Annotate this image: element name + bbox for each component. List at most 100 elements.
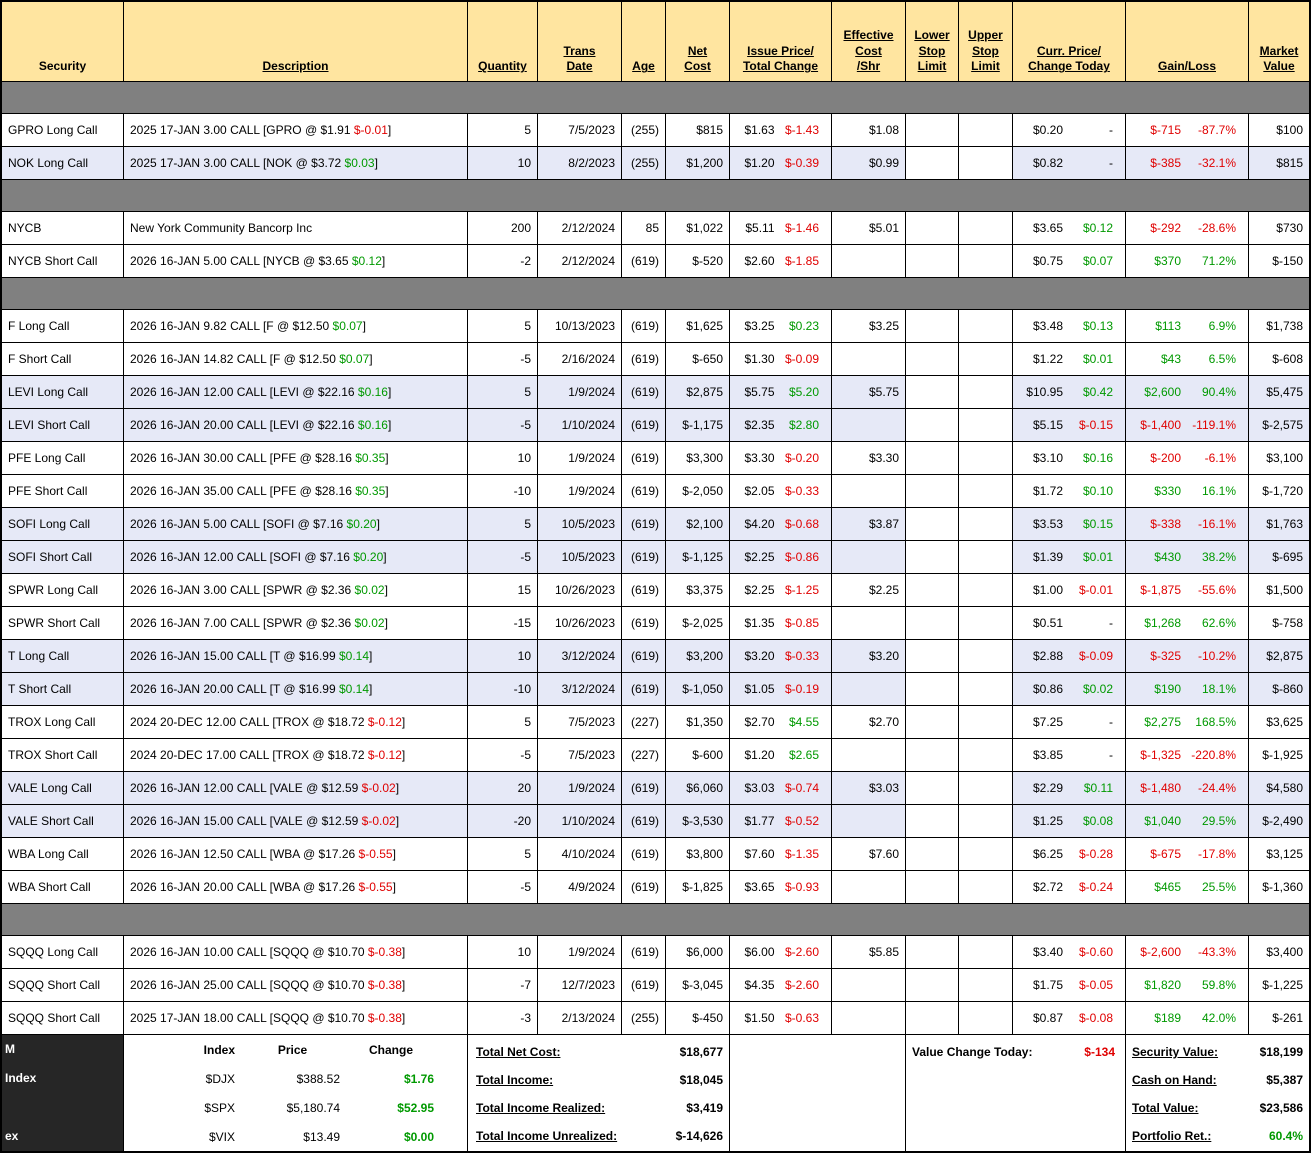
cell-net-cost[interactable]: $6,000 <box>666 936 730 969</box>
cell-security[interactable]: SOFI Long Call <box>2 508 124 541</box>
cell-age[interactable]: (619) <box>622 245 666 278</box>
cell-age[interactable]: (619) <box>622 541 666 574</box>
cell-trans-date[interactable]: 7/5/2023 <box>538 739 622 772</box>
cell-age[interactable]: (619) <box>622 640 666 673</box>
cell-net-cost[interactable]: $1,022 <box>666 212 730 245</box>
cell-lower-stop-limit[interactable] <box>906 838 959 871</box>
cell-gain-loss[interactable]: $-1,400 -119.1% <box>1126 409 1249 442</box>
cell-net-cost[interactable]: $3,375 <box>666 574 730 607</box>
cell-description[interactable]: 2026 16-JAN 20.00 CALL [T @ $16.99 $0.14… <box>124 673 468 706</box>
cell-age[interactable]: (227) <box>622 739 666 772</box>
cell-trans-date[interactable]: 1/9/2024 <box>538 475 622 508</box>
cell-description[interactable]: 2024 20-DEC 17.00 CALL [TROX @ $18.72 $-… <box>124 739 468 772</box>
cell-net-cost[interactable]: $2,100 <box>666 508 730 541</box>
cell-trans-date[interactable]: 1/9/2024 <box>538 936 622 969</box>
cell-effective-cost[interactable] <box>832 1002 906 1035</box>
cell-market-value[interactable]: $-2,575 <box>1249 409 1309 442</box>
cell-age[interactable]: (619) <box>622 772 666 805</box>
cell-market-value[interactable]: $5,475 <box>1249 376 1309 409</box>
cell-description[interactable]: 2026 16-JAN 12.00 CALL [VALE @ $12.59 $-… <box>124 772 468 805</box>
column-header-security[interactable]: Security <box>2 2 124 82</box>
cell-security[interactable]: SQQQ Short Call <box>2 1002 124 1035</box>
cell-net-cost[interactable]: $3,800 <box>666 838 730 871</box>
cell-effective-cost[interactable]: $7.60 <box>832 838 906 871</box>
column-header-market-value[interactable]: Market Value <box>1249 2 1309 82</box>
cell-trans-date[interactable]: 1/9/2024 <box>538 442 622 475</box>
cell-curr-price[interactable]: $2.88 $-0.09 <box>1013 640 1126 673</box>
cell-trans-date[interactable]: 12/7/2023 <box>538 969 622 1002</box>
cell-effective-cost[interactable] <box>832 871 906 904</box>
cell-market-value[interactable]: $3,100 <box>1249 442 1309 475</box>
cell-trans-date[interactable]: 4/10/2024 <box>538 838 622 871</box>
cell-effective-cost[interactable] <box>832 409 906 442</box>
cell-market-value[interactable]: $-150 <box>1249 245 1309 278</box>
cell-curr-price[interactable]: $2.72 $-0.24 <box>1013 871 1126 904</box>
cell-description[interactable]: 2026 16-JAN 12.50 CALL [WBA @ $17.26 $-0… <box>124 838 468 871</box>
column-header-curr-price[interactable]: Curr. Price/Change Today <box>1013 2 1126 82</box>
cell-upper-stop-limit[interactable] <box>959 772 1013 805</box>
cell-gain-loss[interactable]: $-1,325 -220.8% <box>1126 739 1249 772</box>
column-header-lower-stop-limit[interactable]: Lower Stop Limit <box>906 2 959 82</box>
cell-lower-stop-limit[interactable] <box>906 640 959 673</box>
cell-trans-date[interactable]: 1/10/2024 <box>538 805 622 838</box>
cell-issue-price[interactable]: $3.03 $-0.74 <box>730 772 832 805</box>
cell-lower-stop-limit[interactable] <box>906 245 959 278</box>
column-header-issue-price[interactable]: Issue Price/Total Change <box>730 2 832 82</box>
cell-age[interactable]: (619) <box>622 838 666 871</box>
cell-age[interactable]: (619) <box>622 475 666 508</box>
cell-description[interactable]: 2026 16-JAN 20.00 CALL [LEVI @ $22.16 $0… <box>124 409 468 442</box>
cell-market-value[interactable]: $-860 <box>1249 673 1309 706</box>
cell-market-value[interactable]: $100 <box>1249 114 1309 147</box>
cell-upper-stop-limit[interactable] <box>959 442 1013 475</box>
cell-quantity[interactable]: -20 <box>468 805 538 838</box>
cell-upper-stop-limit[interactable] <box>959 475 1013 508</box>
cell-gain-loss[interactable]: $1,268 62.6% <box>1126 607 1249 640</box>
cell-gain-loss[interactable]: $-2,600 -43.3% <box>1126 936 1249 969</box>
cell-quantity[interactable]: 5 <box>468 310 538 343</box>
cell-lower-stop-limit[interactable] <box>906 607 959 640</box>
cell-issue-price[interactable]: $2.60 $-1.85 <box>730 245 832 278</box>
column-header-trans-date[interactable]: Trans Date <box>538 2 622 82</box>
cell-curr-price[interactable]: $0.51 - <box>1013 607 1126 640</box>
cell-trans-date[interactable]: 10/13/2023 <box>538 310 622 343</box>
cell-effective-cost[interactable]: $3.25 <box>832 310 906 343</box>
cell-curr-price[interactable]: $2.29 $0.11 <box>1013 772 1126 805</box>
cell-quantity[interactable]: 10 <box>468 147 538 180</box>
cell-market-value[interactable]: $3,400 <box>1249 936 1309 969</box>
cell-security[interactable]: TROX Short Call <box>2 739 124 772</box>
cell-issue-price[interactable]: $4.35 $-2.60 <box>730 969 832 1002</box>
cell-description[interactable]: 2025 17-JAN 3.00 CALL [GPRO @ $1.91 $-0.… <box>124 114 468 147</box>
cell-gain-loss[interactable]: $330 16.1% <box>1126 475 1249 508</box>
cell-upper-stop-limit[interactable] <box>959 147 1013 180</box>
cell-lower-stop-limit[interactable] <box>906 1002 959 1035</box>
cell-upper-stop-limit[interactable] <box>959 541 1013 574</box>
cell-quantity[interactable]: -5 <box>468 409 538 442</box>
cell-age[interactable]: (619) <box>622 310 666 343</box>
cell-lower-stop-limit[interactable] <box>906 739 959 772</box>
cell-security[interactable]: T Long Call <box>2 640 124 673</box>
cell-upper-stop-limit[interactable] <box>959 343 1013 376</box>
cell-age[interactable]: (619) <box>622 574 666 607</box>
cell-upper-stop-limit[interactable] <box>959 310 1013 343</box>
cell-description[interactable]: 2024 20-DEC 12.00 CALL [TROX @ $18.72 $-… <box>124 706 468 739</box>
cell-trans-date[interactable]: 10/26/2023 <box>538 574 622 607</box>
cell-age[interactable]: (619) <box>622 871 666 904</box>
cell-description[interactable]: 2026 16-JAN 15.00 CALL [T @ $16.99 $0.14… <box>124 640 468 673</box>
cell-market-value[interactable]: $-2,490 <box>1249 805 1309 838</box>
cell-quantity[interactable]: -15 <box>468 607 538 640</box>
cell-curr-price[interactable]: $1.39 $0.01 <box>1013 541 1126 574</box>
cell-gain-loss[interactable]: $2,600 90.4% <box>1126 376 1249 409</box>
cell-security[interactable]: WBA Short Call <box>2 871 124 904</box>
cell-lower-stop-limit[interactable] <box>906 508 959 541</box>
cell-gain-loss[interactable]: $-675 -17.8% <box>1126 838 1249 871</box>
cell-security[interactable]: SOFI Short Call <box>2 541 124 574</box>
cell-net-cost[interactable]: $-3,530 <box>666 805 730 838</box>
cell-curr-price[interactable]: $5.15 $-0.15 <box>1013 409 1126 442</box>
cell-security[interactable]: LEVI Long Call <box>2 376 124 409</box>
cell-quantity[interactable]: 10 <box>468 936 538 969</box>
cell-market-value[interactable]: $-1,360 <box>1249 871 1309 904</box>
cell-net-cost[interactable]: $3,200 <box>666 640 730 673</box>
cell-upper-stop-limit[interactable] <box>959 871 1013 904</box>
cell-gain-loss[interactable]: $-1,480 -24.4% <box>1126 772 1249 805</box>
cell-market-value[interactable]: $-1,720 <box>1249 475 1309 508</box>
